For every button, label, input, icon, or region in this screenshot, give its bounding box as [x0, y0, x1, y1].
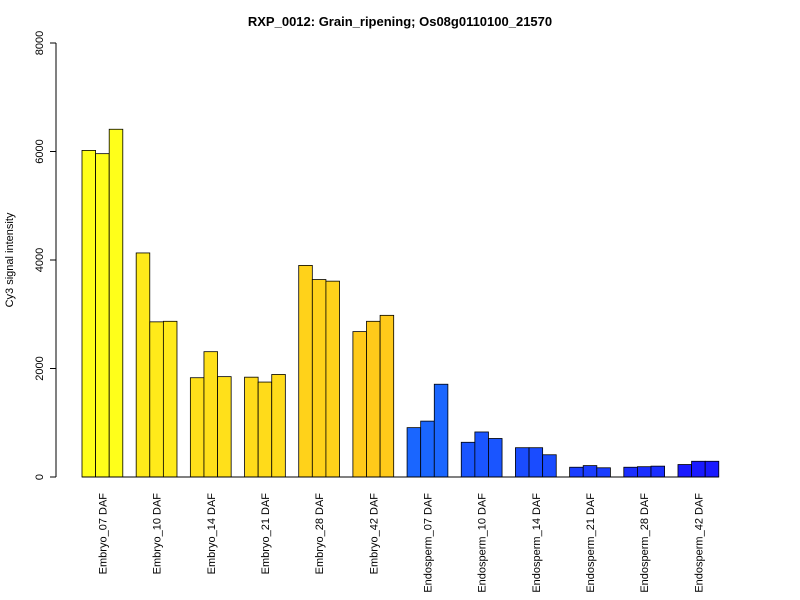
bar [366, 320, 381, 478]
bar [352, 331, 367, 478]
bar [433, 383, 449, 478]
bar [474, 431, 489, 478]
bar [257, 381, 273, 478]
bar [637, 466, 652, 478]
x-category-label: Endosperm_21 DAF [585, 493, 597, 593]
bar [596, 467, 611, 478]
bar [379, 314, 395, 478]
x-category-label: Endosperm_28 DAF [639, 493, 651, 593]
bar [488, 438, 503, 478]
x-category-label: Endosperm_07 DAF [422, 493, 434, 593]
bar [569, 466, 584, 478]
y-tick-label: 4000 [34, 248, 46, 272]
bar [420, 420, 435, 478]
bar [189, 377, 205, 478]
bar [623, 466, 638, 478]
bar [515, 447, 530, 478]
chart-title: RXP_0012: Grain_ripening; Os08g0110100_2… [248, 14, 552, 29]
x-category-label: Embryo_28 DAF [314, 493, 326, 575]
bar [81, 150, 97, 478]
y-tick-label: 6000 [34, 139, 46, 163]
bar [298, 265, 313, 478]
y-tick-label: 8000 [34, 31, 46, 55]
x-category-label: Embryo_42 DAF [368, 493, 380, 575]
bar [149, 321, 164, 478]
bar [203, 351, 218, 478]
bar [704, 460, 720, 478]
bar [244, 376, 259, 478]
bar [650, 465, 666, 478]
y-tick-label: 0 [34, 474, 46, 480]
bar [311, 279, 327, 478]
bar [135, 252, 151, 478]
x-category-label: Endosperm_42 DAF [693, 493, 705, 593]
x-category-label: Embryo_07 DAF [97, 493, 109, 575]
x-category-label: Embryo_21 DAF [260, 493, 272, 575]
bar [108, 128, 124, 478]
bars-group [81, 128, 720, 478]
bar [406, 427, 422, 478]
y-tick-label: 2000 [34, 356, 46, 380]
bar [460, 441, 476, 478]
y-axis-label: Cy3 signal intensity [4, 212, 16, 307]
bar [162, 320, 178, 478]
bar [271, 374, 286, 478]
bar [582, 465, 598, 478]
bar [528, 447, 544, 478]
bar [542, 454, 557, 478]
x-category-label: Embryo_10 DAF [152, 493, 164, 575]
bar [217, 376, 232, 478]
bar [691, 460, 706, 478]
bar [677, 464, 692, 478]
y-axis: 0 2000 4000 6000 8000 [34, 31, 57, 480]
x-category-label: Endosperm_10 DAF [477, 493, 489, 593]
bar [325, 280, 340, 478]
x-category-label: Embryo_14 DAF [206, 493, 218, 575]
bar [95, 153, 110, 478]
category-labels: Embryo_07 DAF Embryo_10 DAF Embryo_14 DAF E… [97, 493, 705, 593]
x-category-label: Endosperm_14 DAF [531, 493, 543, 593]
